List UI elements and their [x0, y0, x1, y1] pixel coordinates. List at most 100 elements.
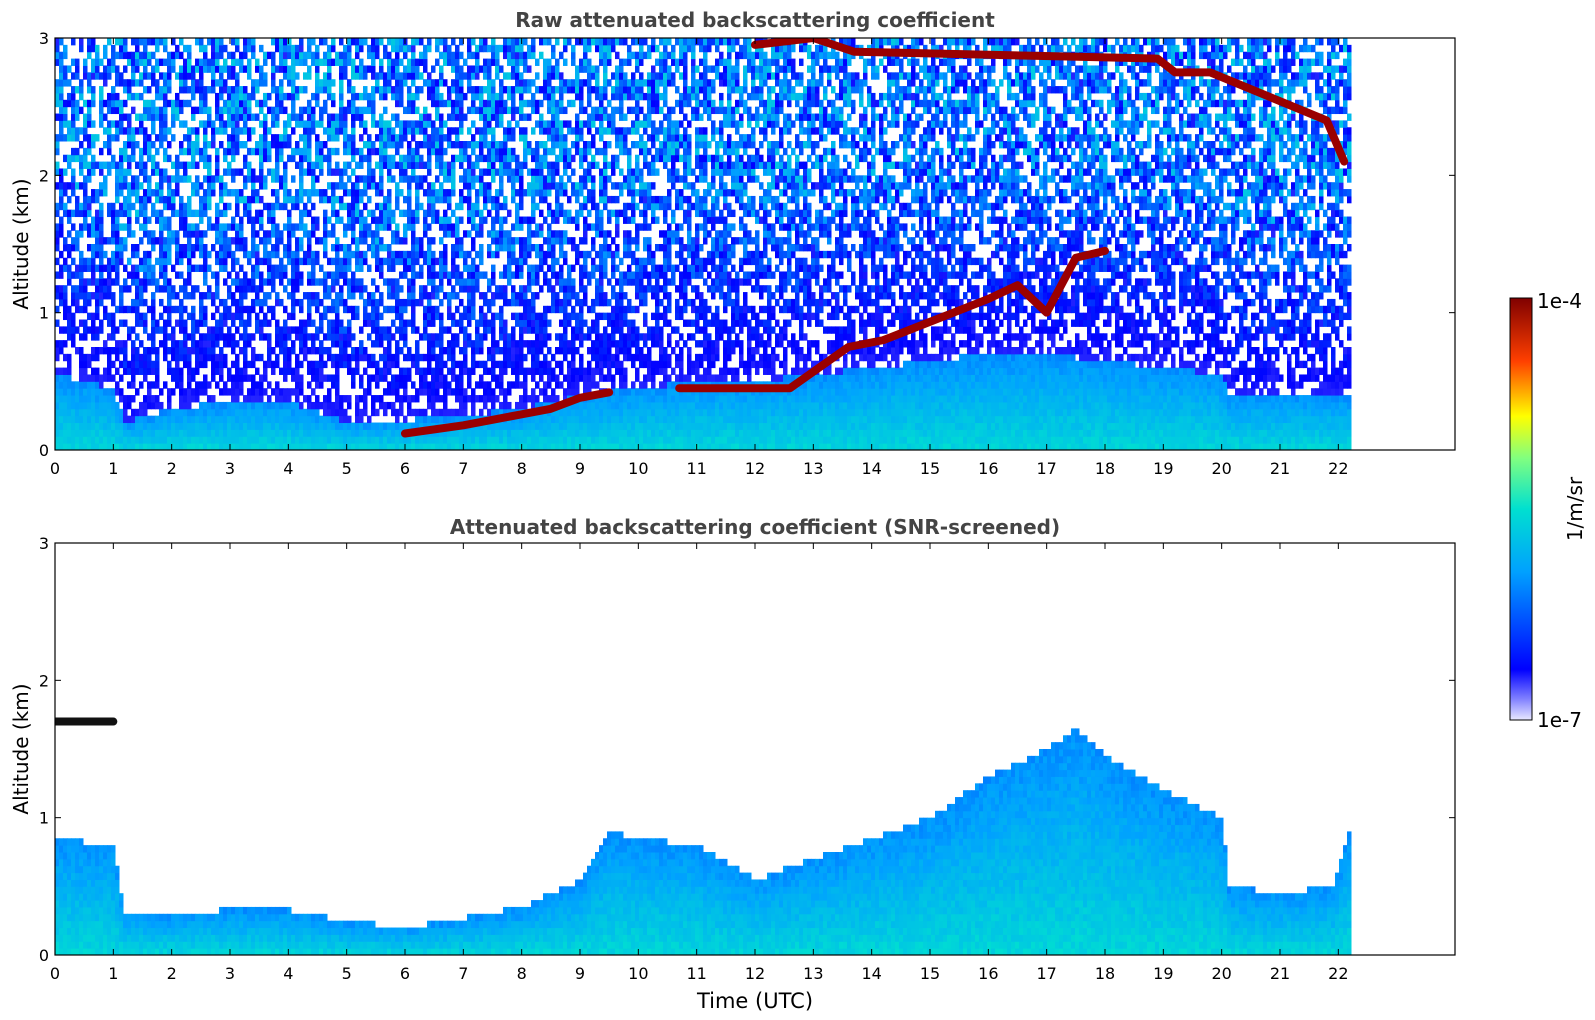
heat-cell	[511, 92, 516, 101]
heat-cell	[355, 353, 360, 362]
heat-cell	[259, 147, 264, 156]
heat-cell	[67, 381, 72, 389]
heat-cell	[231, 257, 236, 266]
heat-cell	[355, 65, 360, 73]
heat-cell	[179, 65, 184, 73]
heat-cell	[367, 436, 372, 444]
heat-cell	[475, 161, 480, 169]
heat-cell	[511, 182, 516, 190]
heat-cell	[179, 216, 184, 224]
heat-cell	[499, 422, 504, 430]
heat-cell	[303, 436, 308, 444]
heat-cell	[67, 65, 72, 73]
heat-cell	[55, 388, 60, 396]
heat-cell	[307, 120, 312, 128]
heat-cell	[267, 237, 272, 245]
heat-cell	[159, 120, 164, 128]
heat-cell	[511, 250, 516, 259]
heat-cell	[231, 86, 236, 94]
heat-cell	[275, 360, 280, 369]
heat-cell	[275, 141, 280, 149]
heat-cell	[91, 422, 96, 430]
heat-cell	[159, 326, 164, 334]
heat-cell	[519, 86, 524, 94]
heat-cell	[363, 216, 368, 224]
heat-cell	[427, 161, 432, 169]
heat-cell	[323, 278, 328, 286]
heat-cell	[523, 250, 528, 259]
heat-cell	[271, 58, 276, 66]
heat-cell	[499, 237, 504, 245]
heat-cell	[255, 58, 260, 66]
heat-cell	[83, 285, 88, 293]
heat-cell	[479, 271, 484, 279]
heat-cell	[479, 340, 484, 348]
heat-cell	[139, 298, 144, 307]
heat-cell	[515, 429, 520, 437]
heat-cell	[251, 127, 256, 135]
heat-cell	[327, 415, 332, 424]
heat-cell	[543, 388, 548, 396]
heat-cell	[371, 237, 376, 245]
heat-cell	[523, 415, 528, 424]
heat-cell	[415, 443, 420, 450]
heat-cell	[103, 175, 108, 183]
heat-cell	[519, 79, 524, 87]
heat-cell	[407, 264, 412, 272]
heat-cell	[235, 113, 240, 121]
heat-cell	[527, 326, 532, 334]
heat-cell	[83, 175, 88, 183]
heat-cell	[407, 347, 412, 355]
heat-cell	[487, 127, 492, 135]
heat-cell	[463, 312, 468, 321]
heat-cell	[307, 44, 312, 53]
heat-cell	[79, 182, 84, 190]
heat-cell	[103, 429, 108, 437]
heat-cell	[415, 182, 420, 190]
heat-cell	[235, 429, 240, 437]
heat-cell	[147, 141, 152, 149]
heat-cell	[407, 401, 412, 410]
heat-cell	[491, 161, 496, 169]
heat-cell	[487, 92, 492, 101]
heat-cell	[431, 278, 436, 286]
heat-cell	[55, 161, 60, 169]
heat-cell	[507, 72, 512, 80]
heat-cell	[187, 250, 192, 259]
heat-cell	[259, 415, 264, 424]
heat-cell	[543, 326, 548, 334]
heat-cell	[247, 65, 252, 73]
heat-cell	[83, 72, 88, 80]
heat-cell	[427, 209, 432, 218]
heat-cell	[371, 319, 376, 327]
heat-cell	[427, 415, 432, 424]
heat-cell	[59, 230, 64, 238]
heat-cell	[83, 202, 88, 211]
heat-cell	[131, 347, 136, 355]
heat-cell	[471, 395, 476, 403]
heat-cell	[139, 147, 144, 156]
heat-cell	[283, 120, 288, 128]
heat-cell	[59, 202, 64, 211]
heat-cell	[59, 65, 64, 73]
heat-cell	[67, 367, 72, 375]
heat-cell	[359, 443, 364, 450]
heat-cell	[539, 264, 544, 272]
heat-cell	[447, 347, 452, 355]
heat-cell	[187, 44, 192, 53]
heat-cell	[431, 264, 436, 272]
heat-cell	[403, 374, 408, 382]
heat-cell	[295, 408, 300, 417]
heat-cell	[471, 134, 476, 142]
heat-cell	[535, 99, 540, 108]
heat-cell	[107, 237, 112, 245]
heat-cell	[431, 257, 436, 266]
heat-cell	[291, 292, 296, 300]
heat-cell	[295, 257, 300, 266]
heat-cell	[475, 319, 480, 327]
heat-cell	[387, 422, 392, 430]
heat-cell	[207, 347, 212, 355]
heat-cell	[291, 86, 296, 94]
heat-cell	[219, 360, 224, 369]
heat-cell	[291, 278, 296, 286]
